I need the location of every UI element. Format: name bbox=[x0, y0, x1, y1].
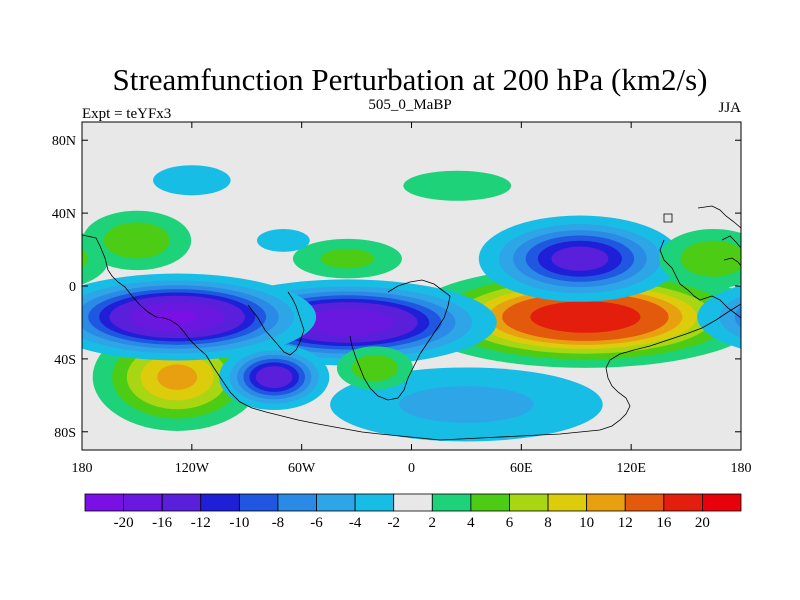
sh-pacific-positive-level-10 bbox=[157, 364, 198, 390]
coastline-africa bbox=[349, 279, 451, 401]
x-tick-label: 0 bbox=[408, 461, 415, 476]
sh-southern-ocean-negative bbox=[330, 367, 603, 442]
y-tick-label: 40N bbox=[52, 207, 76, 222]
colorbar-swatch bbox=[316, 493, 356, 512]
sh-pacific-negative bbox=[82, 273, 741, 361]
nh-west-pacific-positive-level-2-wrap bbox=[82, 233, 109, 285]
coastline-antarctica bbox=[439, 303, 741, 441]
coastline-south-america bbox=[247, 291, 305, 356]
coastline-asia bbox=[659, 205, 741, 319]
colorbar-label: 16 bbox=[656, 515, 672, 531]
colorbar-label: -6 bbox=[310, 515, 323, 531]
colorbar-label: -8 bbox=[272, 515, 285, 531]
colorbar-label: 10 bbox=[579, 515, 594, 531]
colorbar-labels: -20 -16 -12 -10 -8 -6 -4 -2 2 4 6 8 10 12 16 20 bbox=[114, 515, 710, 531]
x-tick-label: 180 bbox=[72, 461, 93, 476]
colorbar-label: -20 bbox=[114, 515, 134, 531]
sh-pacific-negative-level-m2-wrap bbox=[697, 285, 741, 349]
colorbar-label: -16 bbox=[152, 515, 172, 531]
nh-north-pacific-negative-level-m2 bbox=[153, 165, 231, 196]
colorbar-swatch bbox=[509, 493, 549, 512]
sh-indian-positive bbox=[82, 266, 741, 368]
nh-europe-positive bbox=[403, 170, 512, 201]
colorbar-swatch bbox=[84, 493, 124, 512]
colorbar-swatch bbox=[431, 493, 472, 512]
nh-west-pacific-positive-level-4-wrap bbox=[82, 248, 88, 269]
nh-asia-negative bbox=[478, 215, 682, 302]
colorbar-label: 6 bbox=[506, 515, 514, 531]
colorbar-label: -10 bbox=[229, 515, 249, 531]
y-tick-label: 80S bbox=[54, 426, 76, 441]
colorbar-swatch bbox=[161, 493, 202, 512]
colorbar-label: 2 bbox=[429, 515, 437, 531]
colorbar-swatch bbox=[547, 493, 588, 512]
nh-west-atlantic-negative bbox=[256, 228, 310, 252]
sh-pacific-negative-level-m6-wrap bbox=[734, 306, 741, 328]
sh-pacific-negative-level-m4-wrap bbox=[719, 295, 741, 339]
y-tick-label: 0 bbox=[69, 280, 76, 295]
sh-indian-positive-level-16 bbox=[530, 301, 641, 333]
nh-pacific-positive bbox=[82, 210, 192, 271]
colorbar-swatch bbox=[663, 493, 703, 512]
nh-asia-negative-level-m12 bbox=[551, 246, 609, 271]
sh-south-america-negative-level-m12 bbox=[255, 366, 293, 389]
sh-southern-ocean-negative-level-m4 bbox=[399, 386, 534, 423]
left-string: Expt = teYFx3 bbox=[82, 106, 171, 122]
colorbar-label: 8 bbox=[544, 515, 552, 531]
colorbar-swatch bbox=[123, 493, 163, 512]
colorbar-label: 20 bbox=[695, 515, 710, 531]
nh-north-atlantic-positive bbox=[292, 238, 402, 279]
colorbar-swatch bbox=[354, 493, 395, 512]
colorbar-swatch bbox=[470, 493, 510, 512]
colorbar-swatch bbox=[586, 493, 626, 512]
sh-atlantic-negative-level-m16 bbox=[300, 309, 394, 336]
coastline-south-america-south bbox=[205, 354, 441, 441]
x-tick-label: 120W bbox=[175, 461, 210, 476]
nh-west-pacific-positive bbox=[82, 228, 741, 289]
colorbar-swatch bbox=[277, 493, 317, 512]
sh-africa-positive bbox=[336, 346, 413, 390]
colorbar-swatch bbox=[624, 493, 665, 512]
x-tick-label: 120E bbox=[616, 461, 646, 476]
colorbar-label: -2 bbox=[387, 515, 400, 531]
nh-pacific-positive-level-4 bbox=[103, 222, 170, 259]
colorbar-swatch bbox=[200, 493, 240, 512]
colorbar-label: 12 bbox=[618, 515, 633, 531]
coastline-maritime-continent bbox=[721, 235, 741, 267]
sh-africa-positive-level-4 bbox=[351, 354, 398, 382]
y-tick-label: 80N bbox=[52, 134, 76, 149]
nh-north-pacific-negative bbox=[153, 165, 231, 196]
sh-pacific-negative-level-m20 bbox=[157, 310, 198, 324]
colorbar-swatch bbox=[393, 493, 433, 512]
colorbar-label: -4 bbox=[349, 515, 362, 531]
nh-north-atlantic-positive-level-4 bbox=[320, 248, 375, 269]
colorbar-swatch bbox=[702, 493, 742, 512]
right-string: JJA bbox=[718, 100, 741, 116]
y-tick-label: 40S bbox=[54, 353, 76, 368]
center-string: 505_0_MaBP bbox=[368, 97, 451, 113]
sh-south-america-negative bbox=[219, 344, 330, 411]
x-tick-label: 60E bbox=[510, 461, 533, 476]
colorbar-swatch bbox=[238, 493, 279, 512]
x-tick-label: 180 bbox=[731, 461, 752, 476]
axis-ticks bbox=[81, 122, 742, 450]
colorbar-label: -12 bbox=[191, 515, 211, 531]
chart-title: Streamfunction Perturbation at 200 hPa (… bbox=[113, 62, 708, 97]
contour-field bbox=[82, 165, 741, 442]
nh-europe-positive-level-2 bbox=[403, 170, 512, 201]
y-tick-labels: 80N 40N 0 40S 80S bbox=[52, 134, 76, 441]
nh-west-atlantic-negative-level-m2 bbox=[256, 228, 310, 252]
x-tick-labels: 180 120W 60W 0 60E 120E 180 bbox=[72, 461, 752, 476]
coastlines bbox=[82, 205, 741, 441]
colorbar bbox=[84, 493, 742, 512]
x-tick-label: 60W bbox=[288, 461, 316, 476]
coastline-north-america bbox=[82, 234, 207, 356]
colorbar-label: 4 bbox=[467, 515, 475, 531]
nh-west-pacific-positive-level-4 bbox=[680, 240, 741, 277]
plot-area bbox=[81, 121, 742, 451]
